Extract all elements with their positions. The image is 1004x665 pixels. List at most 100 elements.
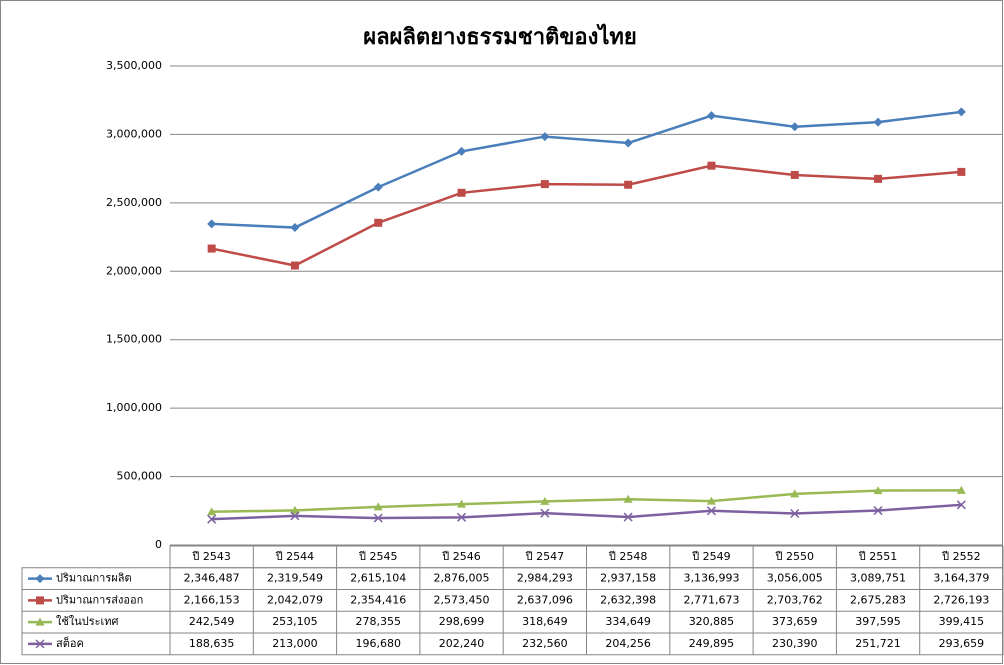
chart-title: ผลผลิตยางธรรมชาติของไทย bbox=[363, 23, 637, 50]
table-value: 2,346,487 bbox=[184, 572, 240, 585]
table-value: 3,089,751 bbox=[850, 572, 906, 585]
table-value: 204,256 bbox=[605, 637, 651, 650]
table-value: 320,885 bbox=[689, 615, 735, 628]
legend-label: ปริมาณการผลิต bbox=[56, 572, 132, 585]
data-point bbox=[290, 505, 300, 514]
table-value: 2,876,005 bbox=[434, 572, 490, 585]
data-point bbox=[873, 506, 883, 516]
data-point bbox=[956, 107, 966, 117]
data-point bbox=[623, 494, 633, 503]
data-point bbox=[207, 244, 216, 253]
data-point bbox=[706, 496, 716, 505]
data-point bbox=[790, 508, 800, 518]
table-value: 399,415 bbox=[939, 615, 985, 628]
legend-key-marker bbox=[35, 617, 45, 626]
table-value: 2,637,096 bbox=[517, 593, 573, 606]
x-tick-label: ปี 2545 bbox=[358, 550, 398, 563]
data-point bbox=[374, 218, 383, 227]
data-point bbox=[457, 512, 467, 522]
data-point bbox=[457, 146, 467, 156]
table-value: 373,659 bbox=[772, 615, 818, 628]
series-line bbox=[211, 489, 962, 514]
table-value: 2,573,450 bbox=[434, 593, 490, 606]
data-point bbox=[207, 507, 217, 516]
table-value: 232,560 bbox=[522, 637, 568, 650]
series-line bbox=[211, 503, 962, 521]
table-value: 2,615,104 bbox=[350, 572, 406, 585]
x-tick-label: ปี 2546 bbox=[441, 550, 481, 563]
table-value: 2,166,153 bbox=[184, 593, 240, 606]
data-point bbox=[207, 514, 217, 524]
table-value: 2,042,079 bbox=[267, 593, 323, 606]
table-value: 2,319,549 bbox=[267, 572, 323, 585]
x-tick-label: ปี 2550 bbox=[774, 550, 814, 563]
data-point bbox=[873, 486, 883, 495]
x-tick-label: ปี 2544 bbox=[275, 550, 315, 563]
legend-key-marker bbox=[35, 574, 45, 584]
table-value: 2,771,673 bbox=[683, 593, 739, 606]
table-value: 242,549 bbox=[189, 615, 235, 628]
table-value: 188,635 bbox=[189, 637, 235, 650]
table-value: 3,136,993 bbox=[683, 572, 739, 585]
table-value: 318,649 bbox=[522, 615, 568, 628]
legend-key-marker bbox=[35, 639, 45, 649]
data-point bbox=[956, 485, 966, 494]
data-point bbox=[290, 511, 300, 521]
x-tick-label: ปี 2549 bbox=[691, 550, 731, 563]
legend-key-marker bbox=[36, 596, 44, 605]
data-point bbox=[373, 502, 383, 511]
table-value: 230,390 bbox=[772, 637, 818, 650]
table-value: 2,675,283 bbox=[850, 593, 906, 606]
data-point bbox=[790, 489, 800, 498]
table-value: 251,721 bbox=[855, 637, 901, 650]
data-point bbox=[540, 132, 550, 142]
table-value: 2,354,416 bbox=[350, 593, 406, 606]
legend-label: สต็อค bbox=[56, 636, 84, 650]
data-point bbox=[874, 174, 883, 183]
data-point bbox=[457, 188, 466, 197]
x-tick-label: ปี 2552 bbox=[941, 550, 981, 563]
data-point bbox=[290, 261, 299, 270]
table-value: 213,000 bbox=[272, 637, 318, 650]
table-value: 2,937,158 bbox=[600, 572, 656, 585]
y-tick-label: 3,500,000 bbox=[106, 59, 162, 72]
table-value: 253,105 bbox=[272, 615, 318, 628]
x-tick-label: ปี 2547 bbox=[525, 550, 565, 563]
data-point bbox=[623, 512, 633, 522]
table-value: 196,680 bbox=[356, 637, 402, 650]
data-point bbox=[540, 508, 550, 518]
y-tick-label: 500,000 bbox=[117, 470, 163, 483]
table-value: 334,649 bbox=[605, 615, 651, 628]
y-tick-label: 2,000,000 bbox=[106, 264, 162, 277]
data-point bbox=[790, 122, 800, 132]
table-value: 293,659 bbox=[939, 637, 985, 650]
data-point bbox=[373, 182, 383, 192]
data-point bbox=[957, 167, 966, 176]
y-tick-label: 1,000,000 bbox=[106, 401, 162, 414]
table-value: 298,699 bbox=[439, 615, 485, 628]
table-value: 2,984,293 bbox=[517, 572, 573, 585]
y-tick-label: 0 bbox=[155, 538, 162, 551]
data-point bbox=[624, 180, 633, 189]
table-value: 2,632,398 bbox=[600, 593, 656, 606]
table-value: 3,056,005 bbox=[767, 572, 823, 585]
x-tick-label: ปี 2543 bbox=[191, 550, 231, 563]
data-point bbox=[707, 161, 716, 170]
legend-label: ปริมาณการส่งออก bbox=[56, 593, 143, 606]
x-tick-label: ปี 2548 bbox=[608, 550, 648, 563]
data-point bbox=[290, 223, 300, 233]
legend-label: ใช้ในประเทศ bbox=[56, 615, 119, 628]
data-point bbox=[457, 499, 467, 508]
data-point bbox=[956, 500, 966, 510]
data-point bbox=[706, 111, 716, 121]
data-point bbox=[207, 219, 217, 229]
data-point bbox=[623, 138, 633, 148]
table-value: 397,595 bbox=[855, 615, 901, 628]
table-value: 2,703,762 bbox=[767, 593, 823, 606]
x-tick-label: ปี 2551 bbox=[858, 550, 898, 563]
data-point bbox=[790, 170, 799, 179]
data-point bbox=[373, 513, 383, 523]
y-tick-label: 1,500,000 bbox=[106, 333, 162, 346]
